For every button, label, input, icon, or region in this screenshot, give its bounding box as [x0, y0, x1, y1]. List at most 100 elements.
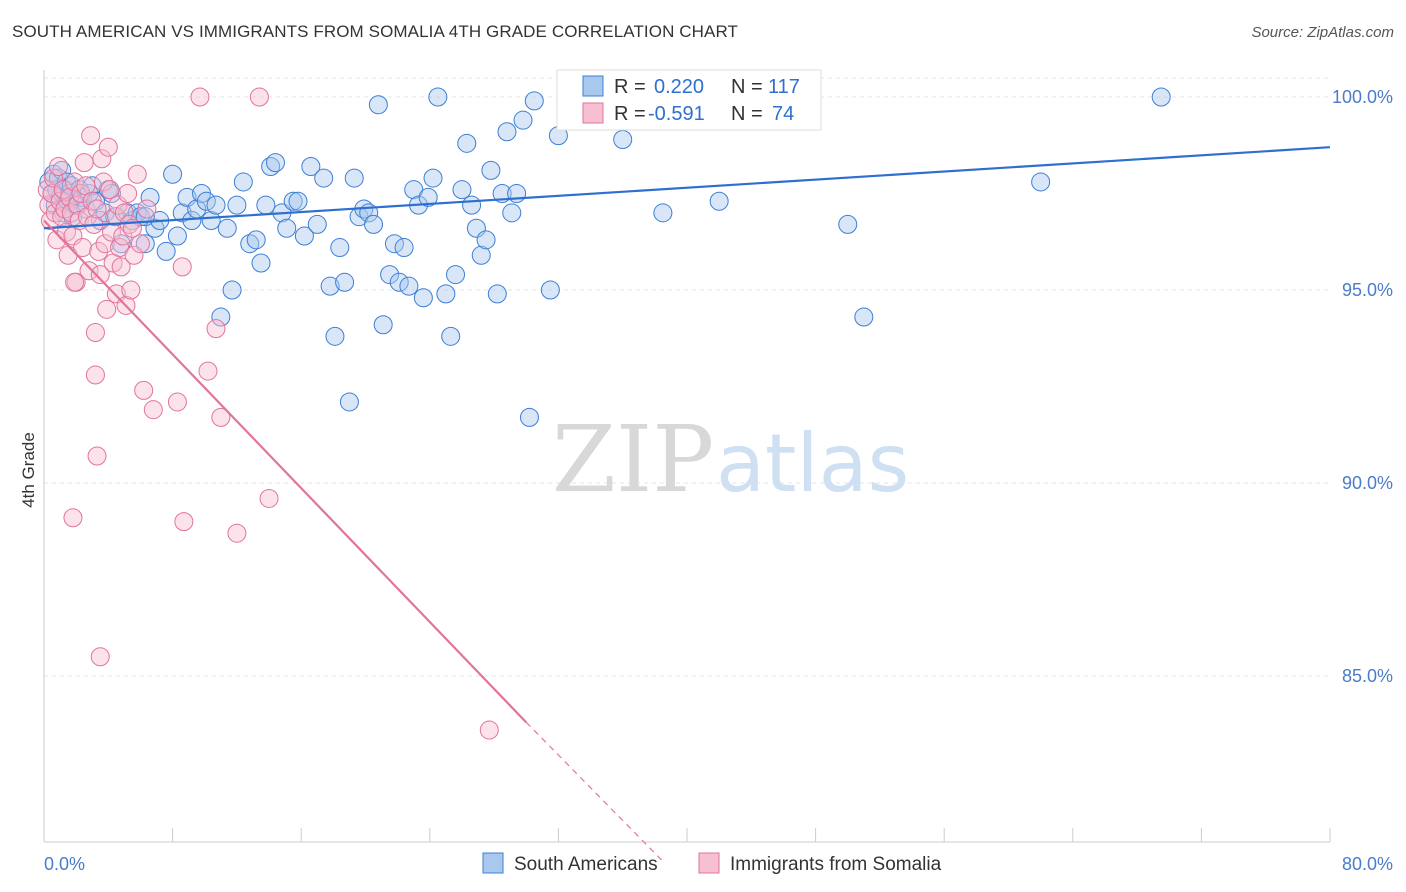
point-somalia: [113, 226, 133, 246]
point-south-american: [457, 133, 477, 153]
point-south-american: [288, 191, 308, 211]
trend-line-somalia-extension: [525, 721, 664, 862]
point-somalia: [73, 238, 93, 258]
trend-line-somalia: [43, 219, 528, 724]
point-somalia: [85, 322, 105, 342]
point-somalia: [65, 272, 85, 292]
point-somalia: [89, 241, 109, 261]
point-south-american: [320, 276, 340, 296]
point-south-american: [436, 284, 456, 304]
point-somalia: [114, 203, 134, 223]
y-tick-label: 100.0%: [1332, 87, 1393, 107]
point-south-american: [330, 238, 350, 258]
point-somalia: [98, 137, 118, 157]
point-somalia: [39, 195, 59, 215]
point-somalia: [85, 365, 105, 385]
point-south-american: [227, 195, 247, 215]
point-somalia: [95, 234, 115, 254]
point-south-american: [325, 326, 345, 346]
point-south-american: [513, 110, 533, 130]
point-south-american: [428, 87, 448, 107]
point-south-american: [380, 265, 400, 285]
point-south-american: [156, 241, 176, 261]
point-somalia: [47, 230, 67, 250]
x-tick-label-max: 80.0%: [1342, 854, 1393, 874]
point-south-american: [206, 195, 226, 215]
point-south-american: [394, 238, 414, 258]
point-south-american: [838, 214, 858, 234]
legend-swatch-pink: [582, 102, 604, 124]
watermark: ZIP atlas: [552, 406, 909, 513]
point-south-american: [277, 218, 297, 238]
legend-r-value-1: 0.220: [654, 76, 704, 98]
point-south-american: [373, 315, 393, 335]
bottom-legend-label-2: Immigrants from Somalia: [730, 854, 942, 875]
point-south-american: [452, 180, 472, 200]
point-somalia: [81, 126, 101, 146]
legend-n-label-2: N =: [731, 103, 763, 125]
bottom-legend-label-1: South Americans: [514, 854, 658, 875]
point-somalia: [227, 523, 247, 543]
point-somalia: [479, 720, 499, 740]
point-somalia: [134, 380, 154, 400]
point-south-american: [339, 392, 359, 412]
point-south-american: [222, 280, 242, 300]
point-south-american: [854, 307, 874, 327]
point-south-american: [368, 95, 388, 115]
point-south-american: [314, 168, 334, 188]
point-south-american: [1031, 172, 1051, 192]
point-somalia: [48, 157, 68, 176]
stats-legend: R = 0.220 N = 117 R = -0.591 N = 74: [556, 69, 822, 131]
legend-n-value-1: 117: [768, 76, 800, 98]
point-south-american: [82, 176, 102, 196]
point-somalia: [206, 319, 226, 339]
point-somalia: [127, 164, 147, 184]
legend-n-label-1: N =: [731, 76, 763, 98]
point-somalia: [87, 446, 107, 466]
point-south-american: [265, 153, 285, 173]
point-south-american: [163, 164, 183, 184]
chart-source: Source: ZipAtlas.com: [1251, 24, 1394, 41]
point-south-american: [140, 187, 160, 207]
point-south-american: [524, 91, 544, 111]
point-south-american: [79, 184, 99, 204]
point-south-american: [540, 280, 560, 300]
watermark-atlas: atlas: [716, 417, 909, 510]
point-south-american: [301, 157, 321, 176]
point-somalia: [52, 207, 72, 227]
y-tick-label: 90.0%: [1342, 473, 1393, 493]
trend-lines: [43, 146, 1331, 862]
point-south-american: [497, 122, 517, 142]
point-somalia: [111, 257, 131, 277]
point-south-american: [502, 203, 522, 223]
point-south-american: [446, 265, 466, 285]
point-south-american: [335, 272, 355, 292]
point-south-american: [256, 195, 276, 215]
point-south-american: [384, 234, 404, 254]
point-south-american: [471, 245, 491, 265]
point-south-american: [246, 230, 266, 250]
legend-r-label-1: R =: [614, 76, 646, 98]
point-somalia: [211, 407, 231, 427]
point-somalia: [74, 153, 94, 173]
point-somalia: [259, 488, 279, 508]
point-south-american: [307, 214, 327, 234]
point-south-american: [172, 203, 192, 223]
point-somalia: [90, 647, 110, 667]
bottom-legend-swatch-pink: [698, 852, 720, 874]
y-tick-label: 85.0%: [1342, 666, 1393, 686]
point-somalia: [61, 203, 81, 223]
point-somalia: [53, 180, 73, 200]
point-south-american: [344, 168, 364, 188]
point-south-american: [1151, 87, 1171, 107]
point-south-american: [462, 195, 482, 215]
trend-line-south-americans: [43, 146, 1331, 230]
point-south-american: [413, 288, 433, 308]
point-south-american: [52, 160, 72, 180]
point-south-american: [481, 160, 501, 180]
point-somalia: [172, 257, 192, 277]
bottom-legend-swatch-blue: [482, 852, 504, 874]
point-somalia: [167, 392, 187, 412]
point-somalia: [124, 245, 144, 265]
